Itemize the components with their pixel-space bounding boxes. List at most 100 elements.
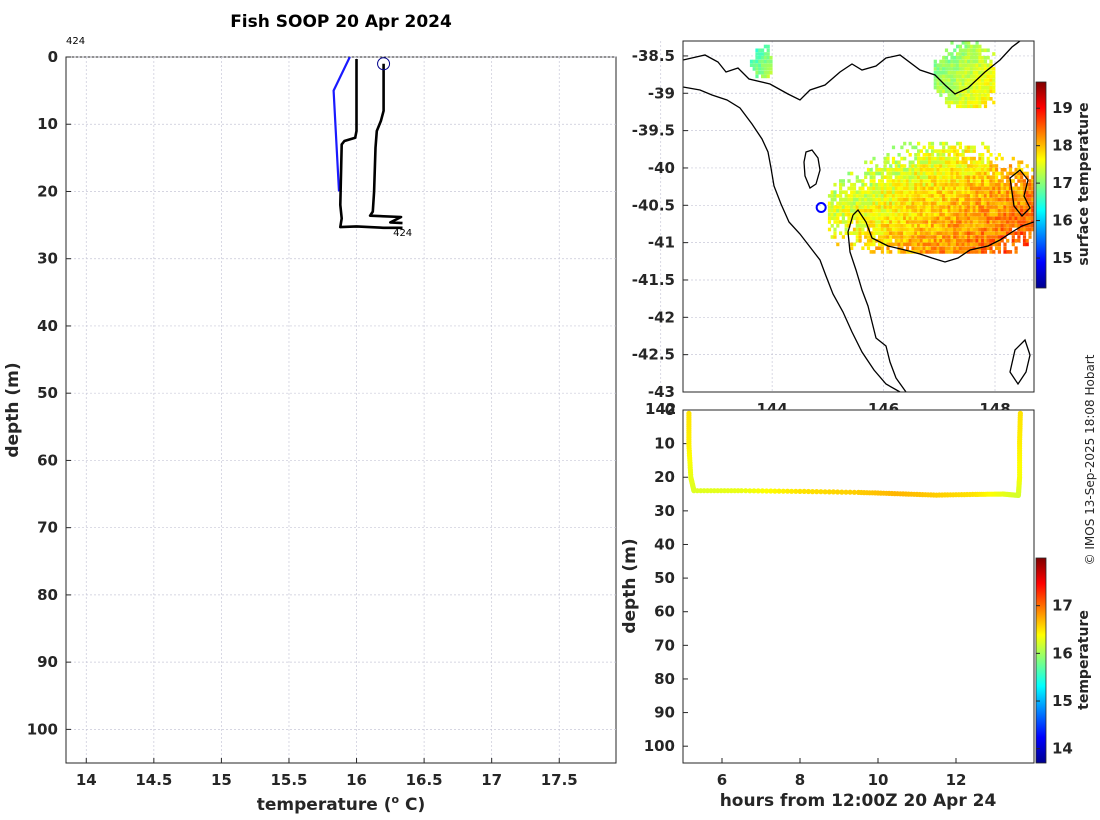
map-sst-cell (986, 145, 990, 150)
map-sst-cell (833, 235, 837, 239)
map-sst-cell (964, 63, 968, 67)
map-sst-cell (978, 194, 982, 198)
map-sst-cell (1025, 242, 1029, 247)
map-sst-cell (967, 67, 971, 71)
map-sst-cell (958, 186, 962, 191)
map-sst-cell (961, 227, 965, 232)
map-sst-cell (911, 205, 915, 209)
map-sst-cell (827, 216, 832, 221)
map-sst-cell (961, 74, 965, 79)
map-sst-cell (939, 197, 943, 202)
map-sst-cell (992, 190, 996, 194)
map-sst-cell (956, 44, 960, 49)
map-sst-cell (961, 201, 965, 206)
map-sst-cell (1003, 201, 1007, 206)
map-sst-cell (983, 212, 988, 217)
map-sst-cell (986, 70, 990, 75)
map-sst-cell (972, 48, 976, 53)
map-sst-cell (992, 227, 996, 232)
map-sst-cell (961, 190, 965, 194)
map-sst-cell (905, 242, 910, 247)
map-sst-cell (925, 235, 929, 239)
map-sst-cell (978, 220, 982, 224)
map-sst-cell (763, 74, 767, 79)
map-sst-cell (880, 171, 884, 176)
map-sst-cell (972, 63, 976, 67)
map-sst-cell (880, 212, 884, 217)
map-sst-cell (969, 156, 974, 161)
map-sst-cell (969, 182, 974, 187)
map-sst-cell (933, 227, 937, 232)
map-sst-cell (928, 238, 932, 243)
map-sst-cell (925, 197, 929, 202)
section-x-tick-label: 12 (946, 771, 967, 789)
map-sst-cell (872, 220, 876, 224)
map-sst-cell (981, 227, 985, 232)
map-sst-cell (961, 104, 965, 109)
map-sst-cell (1000, 190, 1004, 194)
map-sst-cell (967, 70, 971, 75)
map-sst-cell (903, 212, 907, 217)
map-sst-cell (880, 220, 884, 224)
map-sst-cell (1031, 179, 1034, 183)
map-sst-cell (755, 67, 759, 71)
map-sst-cell (928, 224, 932, 228)
map-sst-cell (1006, 182, 1010, 187)
map-sst-cell (914, 250, 918, 254)
map-sst-cell (944, 201, 949, 206)
map-sst-cell (947, 93, 951, 97)
map-sst-cell (930, 145, 935, 150)
map-sst-cell (889, 201, 893, 206)
map-sst-cell (766, 52, 770, 56)
map-sst-cell (953, 63, 957, 67)
map-sst-cell (956, 216, 960, 221)
map-sst-cell (942, 190, 946, 194)
map-sst-cell (889, 242, 893, 247)
map-sst-cell (967, 201, 971, 206)
map-sst-cell (975, 224, 979, 228)
map-sst-cell (1022, 231, 1027, 235)
map-sst-cell (978, 216, 982, 221)
map-sst-cell (939, 164, 943, 168)
map-sst-cell (903, 175, 907, 179)
map-sst-cell (1020, 209, 1024, 213)
map-sst-cell (752, 63, 756, 67)
map-sst-cell (939, 153, 943, 157)
map-sst-cell (947, 160, 951, 165)
map-sst-cell (830, 197, 834, 202)
map-sst-cell (930, 212, 935, 217)
map-sst-cell (950, 63, 954, 67)
map-sst-cell (939, 186, 943, 191)
map-sst-cell (986, 97, 990, 101)
map-sst-cell (978, 238, 982, 243)
map-sst-cell (978, 175, 982, 179)
section-colorbar-tick-label: 14 (1052, 740, 1073, 758)
map-sst-cell (958, 235, 962, 239)
map-sst-cell (1022, 235, 1027, 239)
map-sst-cell (950, 41, 954, 45)
map-sst-cell (964, 235, 968, 239)
map-sst-cell (950, 235, 954, 239)
map-sst-cell (928, 209, 932, 213)
map-sst-cell (922, 220, 926, 224)
map-sst-cell (983, 48, 988, 53)
map-sst-cell (981, 205, 985, 209)
map-sst-cell (850, 205, 854, 209)
map-sst-cell (914, 153, 918, 157)
map-sst-cell (958, 63, 962, 67)
section-colorbar-label: temperature (1076, 610, 1092, 710)
map-sst-cell (1017, 216, 1021, 221)
map-sst-cell (944, 164, 949, 168)
map-sst-cell (967, 224, 971, 228)
map-sst-cell (944, 194, 949, 198)
map-sst-cell (958, 97, 962, 101)
map-sst-cell (880, 186, 884, 191)
map-sst-cell (961, 160, 965, 165)
map-sst-cell (914, 197, 918, 202)
map-sst-cell (992, 182, 996, 187)
map-sst-cell (947, 85, 951, 90)
map-sst-cell (928, 175, 932, 179)
map-sst-cell (936, 242, 940, 247)
map-sst-cell (944, 186, 949, 191)
map-sst-cell (891, 156, 896, 161)
